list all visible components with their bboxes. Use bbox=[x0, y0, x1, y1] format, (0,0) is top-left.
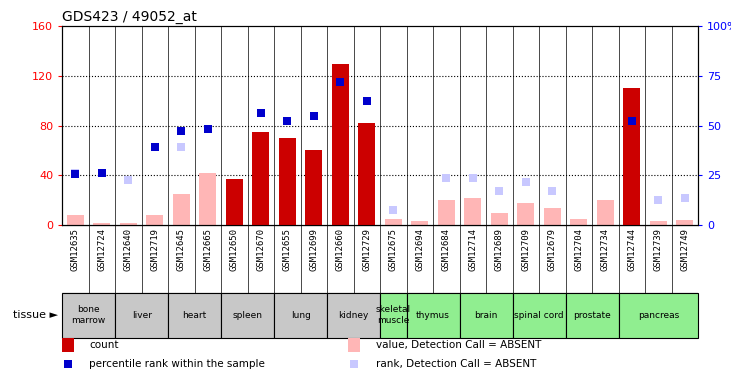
Bar bbox=[491, 213, 508, 225]
Bar bbox=[596, 200, 614, 225]
Bar bbox=[221, 292, 274, 338]
Bar bbox=[512, 292, 566, 338]
Text: prostate: prostate bbox=[573, 310, 611, 320]
Bar bbox=[349, 338, 360, 352]
Text: GSM12665: GSM12665 bbox=[203, 228, 213, 272]
Bar bbox=[676, 220, 694, 225]
Text: brain: brain bbox=[474, 310, 498, 320]
Text: GSM12635: GSM12635 bbox=[71, 228, 80, 272]
Bar bbox=[460, 292, 512, 338]
Text: GSM12694: GSM12694 bbox=[415, 228, 425, 272]
Bar bbox=[67, 215, 84, 225]
Text: heart: heart bbox=[183, 310, 207, 320]
Text: GSM12679: GSM12679 bbox=[548, 228, 557, 272]
Text: GSM12640: GSM12640 bbox=[124, 228, 133, 272]
Text: GSM12714: GSM12714 bbox=[469, 228, 477, 272]
Bar bbox=[200, 173, 216, 225]
Text: count: count bbox=[89, 340, 119, 350]
Bar bbox=[327, 292, 380, 338]
Bar bbox=[62, 338, 74, 352]
Bar bbox=[438, 200, 455, 225]
Bar bbox=[570, 219, 588, 225]
Text: spinal cord: spinal cord bbox=[515, 310, 564, 320]
Bar bbox=[464, 198, 482, 225]
Text: GSM12660: GSM12660 bbox=[336, 228, 345, 272]
Bar bbox=[358, 123, 376, 225]
Text: percentile rank within the sample: percentile rank within the sample bbox=[89, 359, 265, 369]
Text: GSM12729: GSM12729 bbox=[363, 228, 371, 272]
Bar bbox=[274, 292, 327, 338]
Bar bbox=[385, 219, 402, 225]
Bar bbox=[146, 215, 164, 225]
Bar bbox=[544, 208, 561, 225]
Text: GSM12704: GSM12704 bbox=[575, 228, 583, 272]
Text: GSM12709: GSM12709 bbox=[521, 228, 531, 272]
Text: liver: liver bbox=[132, 310, 151, 320]
Text: GSM12719: GSM12719 bbox=[151, 228, 159, 272]
Bar bbox=[518, 202, 534, 225]
Text: kidney: kidney bbox=[338, 310, 369, 320]
Bar bbox=[252, 132, 270, 225]
Text: GSM12670: GSM12670 bbox=[257, 228, 265, 272]
Text: GSM12724: GSM12724 bbox=[97, 228, 107, 272]
Bar bbox=[332, 63, 349, 225]
Bar bbox=[120, 222, 137, 225]
Text: GSM12675: GSM12675 bbox=[389, 228, 398, 272]
Bar bbox=[115, 292, 168, 338]
Bar bbox=[168, 292, 221, 338]
Text: rank, Detection Call = ABSENT: rank, Detection Call = ABSENT bbox=[376, 359, 536, 369]
Bar bbox=[618, 292, 698, 338]
Bar bbox=[226, 179, 243, 225]
Text: skeletal
muscle: skeletal muscle bbox=[376, 305, 411, 325]
Bar bbox=[412, 221, 428, 225]
Text: GSM12699: GSM12699 bbox=[309, 228, 319, 272]
Text: lung: lung bbox=[291, 310, 311, 320]
Text: spleen: spleen bbox=[232, 310, 262, 320]
Text: GSM12650: GSM12650 bbox=[230, 228, 239, 272]
Text: GSM12739: GSM12739 bbox=[654, 228, 663, 272]
Text: GSM12749: GSM12749 bbox=[681, 228, 689, 272]
Bar bbox=[62, 292, 115, 338]
Bar bbox=[380, 292, 406, 338]
Bar bbox=[566, 292, 618, 338]
Text: value, Detection Call = ABSENT: value, Detection Call = ABSENT bbox=[376, 340, 541, 350]
Bar bbox=[406, 292, 460, 338]
Text: GSM12689: GSM12689 bbox=[495, 228, 504, 272]
Text: thymus: thymus bbox=[416, 310, 450, 320]
Text: bone
marrow: bone marrow bbox=[72, 305, 106, 325]
Text: GDS423 / 49052_at: GDS423 / 49052_at bbox=[62, 10, 197, 24]
Bar bbox=[173, 194, 190, 225]
Text: tissue ►: tissue ► bbox=[13, 310, 58, 320]
Bar bbox=[279, 138, 296, 225]
Text: GSM12645: GSM12645 bbox=[177, 228, 186, 272]
Text: pancreas: pancreas bbox=[637, 310, 679, 320]
Text: GSM12655: GSM12655 bbox=[283, 228, 292, 272]
Bar bbox=[94, 222, 110, 225]
Bar bbox=[650, 221, 667, 225]
Bar bbox=[306, 150, 322, 225]
Text: GSM12744: GSM12744 bbox=[627, 228, 637, 272]
Text: GSM12684: GSM12684 bbox=[442, 228, 451, 272]
Bar bbox=[624, 88, 640, 225]
Text: GSM12734: GSM12734 bbox=[601, 228, 610, 272]
